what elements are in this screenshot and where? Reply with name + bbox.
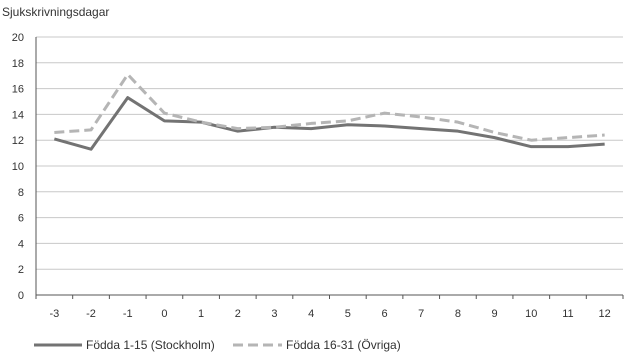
x-tick-label: 4 [308, 308, 314, 320]
y-tick-labels: 0 2 4 6 8 10 12 14 16 18 20 [12, 32, 24, 302]
series-line-2 [54, 72, 605, 142]
x-tick-label: -2 [86, 308, 96, 320]
legend: Födda 1-15 (Stockholm) Födda 16-31 (Övrig… [34, 338, 401, 352]
x-tick-label: 2 [235, 308, 241, 320]
y-tick-label: 2 [18, 264, 24, 276]
x-tick-label: 6 [381, 308, 387, 320]
y-tick-label: 6 [18, 213, 24, 225]
x-tick-label: 7 [418, 308, 424, 320]
y-tick-label: 16 [12, 84, 24, 96]
x-tick-label: 9 [492, 308, 498, 320]
x-tick-label: 0 [161, 308, 167, 320]
x-tick-label: -3 [49, 308, 59, 320]
y-tick-label: 0 [18, 290, 24, 302]
series-line-1 [53, 96, 605, 151]
x-tick-label: -1 [123, 308, 133, 320]
x-tick-label: 11 [562, 308, 573, 320]
y-tick-label: 14 [12, 109, 24, 121]
x-axis [35, 37, 624, 299]
x-tick-label: 12 [599, 308, 611, 320]
y-tick-label: 8 [18, 187, 24, 199]
y-tick-label: 12 [12, 135, 24, 147]
x-tick-label: 5 [345, 308, 351, 320]
x-tick-labels: -3 -2 -1 0 1 2 3 4 5 6 7 8 9 10 11 12 [49, 308, 610, 320]
y-tick-label: 4 [18, 238, 24, 250]
legend-label-2: Födda 16-31 (Övriga) [286, 338, 401, 352]
gridlines [36, 36, 623, 270]
y-tick-label: 10 [12, 161, 24, 173]
series-lines [53, 72, 605, 151]
y-axis-label: Sjukskrivningsdagar [2, 5, 109, 19]
x-tick-label: 3 [271, 308, 277, 320]
legend-label-1: Födda 1-15 (Stockholm) [86, 338, 215, 352]
x-tick-label: 1 [198, 308, 204, 320]
y-tick-label: 18 [12, 58, 24, 70]
y-tick-label: 20 [12, 32, 24, 44]
x-tick-label: 8 [455, 308, 461, 320]
x-tick-label: 10 [525, 308, 537, 320]
